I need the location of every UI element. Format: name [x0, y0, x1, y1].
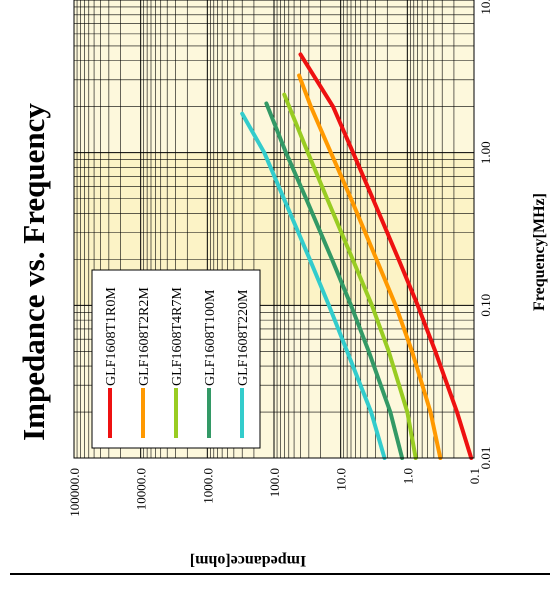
y-tick-label: 0.1: [467, 468, 482, 484]
series-line-glf1608t4r7m: [282, 92, 418, 460]
y-tick-label: 100000.0: [67, 468, 82, 517]
series-line-glf1608t2r2m: [297, 73, 443, 460]
x-tick-label: 10.00: [478, 0, 493, 15]
y-tick-label: 10000.0: [134, 468, 149, 510]
legend-label: GLF1608T2R2M: [137, 287, 152, 386]
legend-label: GLF1608T4R7M: [170, 287, 185, 386]
series-line-glf1608t1r0m: [298, 52, 474, 460]
plot-border: [73, 0, 475, 459]
legend: GLF1608T1R0M GLF1608T2R2M GLF1608T4R7M GLF1…: [91, 269, 261, 449]
chart-title: Impedance vs. Frequency: [16, 103, 51, 441]
series-line-glf1608t220m: [240, 111, 387, 460]
series-line-glf1608t100m: [264, 101, 405, 460]
y-tick-label: 100.0: [267, 468, 282, 497]
legend-label: GLF1608T220M: [236, 289, 251, 386]
y-tick-label: 10.0: [334, 468, 349, 491]
x-tick-label: 0.10: [478, 294, 493, 317]
legend-label: GLF1608T100M: [203, 289, 218, 386]
y-axis-title: Impedance[ohm]: [190, 552, 306, 569]
x-axis-title: Frequency[MHz]: [531, 193, 548, 311]
x-tick-label: 1.00: [478, 141, 493, 164]
x-tick-label: 0.01: [478, 447, 493, 470]
legend-label: GLF1608T1R0M: [104, 287, 119, 386]
y-tick-label: 1000.0: [200, 468, 215, 504]
y-tick-label: 1.0: [400, 468, 415, 484]
